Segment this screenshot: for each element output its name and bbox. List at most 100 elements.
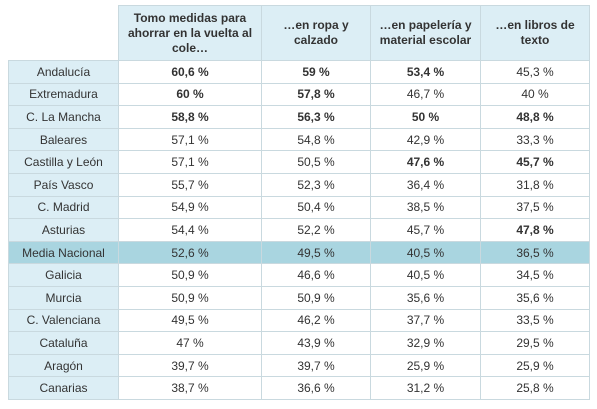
value-cell: 59 % [261, 60, 371, 84]
column-header: …en ropa y calzado [261, 5, 371, 61]
value-cell: 36,4 % [370, 172, 481, 197]
table-body: Andalucía 60,6 % 59 % 53,4 % 45,3 % Extremadu… [8, 60, 590, 400]
table-row: Media Nacional 52,6 % 49,5 % 40,5 % 36,5 % [8, 240, 590, 265]
value-cell: 36,5 % [480, 240, 590, 265]
value-cell: 37,5 % [480, 195, 590, 220]
value-cell: 60,6 % [118, 60, 262, 84]
table-row: Andalucía 60,6 % 59 % 53,4 % 45,3 % [8, 60, 590, 84]
region-cell: Baleares [8, 127, 119, 152]
value-cell: 56,3 % [261, 105, 371, 129]
region-cell: Galicia [8, 263, 119, 287]
value-cell: 38,5 % [370, 195, 481, 220]
region-cell: País Vasco [8, 172, 119, 197]
value-cell: 58,8 % [118, 105, 262, 129]
value-cell: 37,7 % [370, 308, 481, 333]
value-cell: 40,5 % [370, 240, 481, 265]
value-cell: 50 % [370, 105, 481, 129]
value-cell: 53,4 % [370, 60, 481, 84]
value-cell: 45,7 % [370, 218, 481, 242]
value-cell: 46,6 % [261, 263, 371, 287]
value-cell: 55,7 % [118, 172, 262, 197]
region-cell: Extremadura [8, 82, 119, 107]
table-head: Tomo medidas para ahorrar en la vuelta a… [8, 5, 590, 61]
value-cell: 32,9 % [370, 331, 481, 355]
value-cell: 50,4 % [261, 195, 371, 220]
column-header: …en libros de texto [480, 5, 590, 61]
column-header: Tomo medidas para ahorrar en la vuelta a… [118, 5, 262, 61]
value-cell: 57,8 % [261, 82, 371, 107]
value-cell: 46,7 % [370, 82, 481, 107]
value-cell: 47 % [118, 331, 262, 355]
table-row: Canarias 38,7 % 36,6 % 31,2 % 25,8 % [8, 376, 590, 400]
value-cell: 31,8 % [480, 172, 590, 197]
value-cell: 52,6 % [118, 240, 262, 265]
table-row: Aragón 39,7 % 39,7 % 25,9 % 25,9 % [8, 353, 590, 378]
column-header: …en papelería y material escolar [370, 5, 481, 61]
value-cell: 34,5 % [480, 263, 590, 287]
value-cell: 49,5 % [118, 308, 262, 333]
value-cell: 60 % [118, 82, 262, 107]
value-cell: 52,2 % [261, 218, 371, 242]
value-cell: 31,2 % [370, 376, 481, 400]
region-cell: C. Madrid [8, 195, 119, 220]
table-row: C. La Mancha 58,8 % 56,3 % 50 % 48,8 % [8, 105, 590, 129]
value-cell: 54,4 % [118, 218, 262, 242]
value-cell: 39,7 % [261, 353, 371, 378]
region-cell: Media Nacional [8, 240, 119, 265]
value-cell: 35,6 % [480, 285, 590, 310]
table-row: Castilla y León 57,1 % 50,5 % 47,6 % 45,7 % [8, 150, 590, 174]
value-cell: 54,8 % [261, 127, 371, 152]
value-cell: 36,6 % [261, 376, 371, 400]
value-cell: 25,9 % [370, 353, 481, 378]
region-cell: Cataluña [8, 331, 119, 355]
region-cell: Castilla y León [8, 150, 119, 174]
value-cell: 29,5 % [480, 331, 590, 355]
header-row: Tomo medidas para ahorrar en la vuelta a… [8, 5, 590, 61]
value-cell: 40,5 % [370, 263, 481, 287]
value-cell: 46,2 % [261, 308, 371, 333]
value-cell: 40 % [480, 82, 590, 107]
table-row: Murcia 50,9 % 50,9 % 35,6 % 35,6 % [8, 285, 590, 310]
table-row: Extremadura 60 % 57,8 % 46,7 % 40 % [8, 82, 590, 107]
value-cell: 35,6 % [370, 285, 481, 310]
value-cell: 50,9 % [118, 263, 262, 287]
table-row: Galicia 50,9 % 46,6 % 40,5 % 34,5 % [8, 263, 590, 287]
value-cell: 25,9 % [480, 353, 590, 378]
value-cell: 50,9 % [261, 285, 371, 310]
table-row: Baleares 57,1 % 54,8 % 42,9 % 33,3 % [8, 127, 590, 152]
value-cell: 49,5 % [261, 240, 371, 265]
region-cell: C. La Mancha [8, 105, 119, 129]
region-cell: Andalucía [8, 60, 119, 84]
value-cell: 25,8 % [480, 376, 590, 400]
value-cell: 57,1 % [118, 127, 262, 152]
value-cell: 43,9 % [261, 331, 371, 355]
value-cell: 38,7 % [118, 376, 262, 400]
value-cell: 45,3 % [480, 60, 590, 84]
region-cell: Canarias [8, 376, 119, 400]
data-table: Tomo medidas para ahorrar en la vuelta a… [8, 5, 590, 400]
value-cell: 45,7 % [480, 150, 590, 174]
table-row: C. Madrid 54,9 % 50,4 % 38,5 % 37,5 % [8, 195, 590, 220]
table-row: C. Valenciana 49,5 % 46,2 % 37,7 % 33,5 % [8, 308, 590, 333]
value-cell: 39,7 % [118, 353, 262, 378]
corner-cell [8, 5, 119, 61]
value-cell: 52,3 % [261, 172, 371, 197]
table-row: Cataluña 47 % 43,9 % 32,9 % 29,5 % [8, 331, 590, 355]
table-row: País Vasco 55,7 % 52,3 % 36,4 % 31,8 % [8, 172, 590, 197]
value-cell: 48,8 % [480, 105, 590, 129]
region-cell: Aragón [8, 353, 119, 378]
value-cell: 33,3 % [480, 127, 590, 152]
table-row: Asturias 54,4 % 52,2 % 45,7 % 47,8 % [8, 218, 590, 242]
value-cell: 42,9 % [370, 127, 481, 152]
region-cell: Murcia [8, 285, 119, 310]
value-cell: 47,8 % [480, 218, 590, 242]
value-cell: 33,5 % [480, 308, 590, 333]
region-cell: C. Valenciana [8, 308, 119, 333]
value-cell: 50,5 % [261, 150, 371, 174]
value-cell: 57,1 % [118, 150, 262, 174]
value-cell: 47,6 % [370, 150, 481, 174]
value-cell: 54,9 % [118, 195, 262, 220]
value-cell: 50,9 % [118, 285, 262, 310]
region-cell: Asturias [8, 218, 119, 242]
